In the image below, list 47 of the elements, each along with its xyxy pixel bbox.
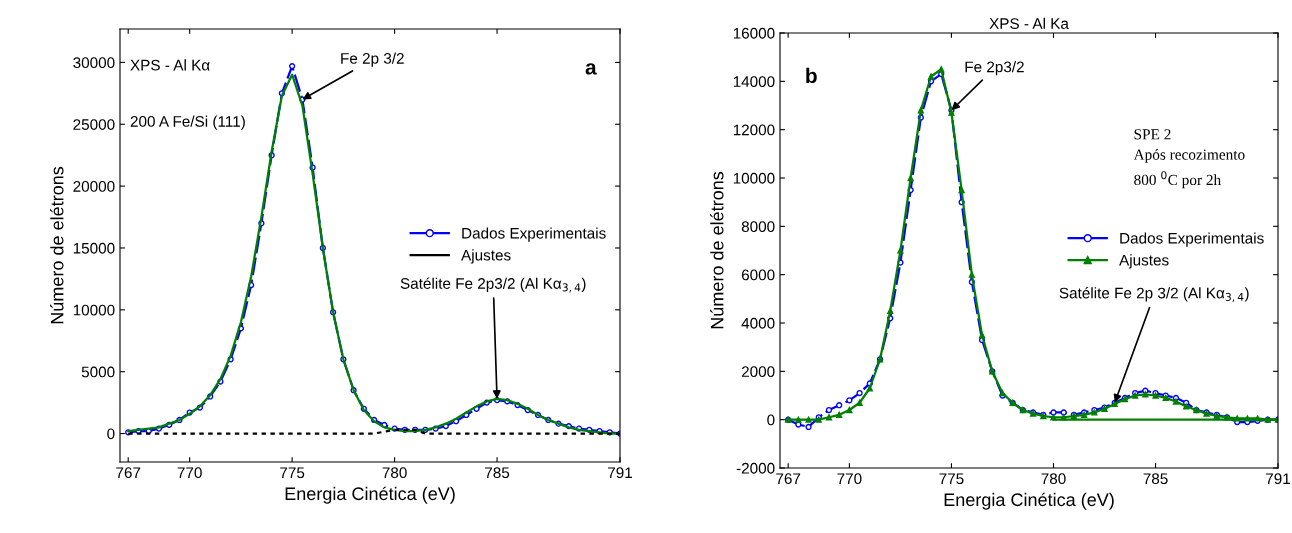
legend-label: Ajustes	[461, 249, 511, 264]
x-tick-label: 791	[1266, 473, 1290, 485]
x-tick-label: 785	[485, 467, 510, 479]
annotation: b	[806, 67, 817, 84]
annotation: Fe 2p3/2	[965, 61, 1024, 76]
y-tick-label: 4000	[741, 317, 775, 329]
x-tick-label: 770	[837, 473, 862, 485]
y-axis-title: Número de elétrons	[50, 166, 64, 324]
x-tick-label: 780	[382, 467, 407, 479]
y-tick-label: 6000	[741, 269, 775, 281]
legend-label: Dados Experimentais	[462, 227, 606, 242]
x-tick-label: 775	[939, 473, 964, 485]
x-tick-label: 791	[608, 467, 632, 479]
annotation: 200 A Fe/Si (111)	[130, 115, 245, 130]
y-tick-label: 0	[107, 428, 115, 440]
annotation: Satélite Fe 2p 3/2 (Al Kα$_{3,4}$)	[1059, 287, 1249, 303]
y-tick-label: 10000	[733, 172, 775, 184]
y-tick-label: 15000	[73, 242, 115, 254]
y-tick-label: 14000	[733, 76, 775, 88]
legend-label: Ajustes	[1119, 254, 1169, 269]
chart-title: XPS - Al Ka	[989, 17, 1069, 29]
x-axis-title: Energia Cinética (eV)	[944, 492, 1114, 510]
y-tick-label: 5000	[81, 366, 115, 378]
y-tick-label: 20000	[73, 180, 115, 192]
y-tick-label: 10000	[73, 304, 115, 316]
y-tick-label: 12000	[733, 124, 775, 136]
annotation: Fe 2p 3/2	[341, 52, 404, 67]
y-tick-label: 2000	[741, 366, 775, 378]
y-tick-label: 30000	[73, 57, 115, 69]
annotation: XPS - Al Kα	[130, 59, 210, 71]
x-tick-label: 767	[776, 473, 801, 485]
legend-label: Dados Experimentais	[1120, 232, 1264, 247]
y-tick-label: -2000	[736, 462, 775, 474]
x-tick-label: 775	[280, 467, 305, 479]
y-tick-label: 8000	[741, 221, 775, 233]
x-tick-label: 785	[1143, 473, 1168, 485]
annotation: SPE 2 Após recozimento 800 $^{0}$C por 2h	[1133, 129, 1245, 189]
x-tick-label: 780	[1041, 473, 1066, 485]
x-axis-title: Energia Cinética (eV)	[285, 486, 455, 504]
y-tick-label: 16000	[733, 27, 775, 39]
y-axis-title: Número de elétrons	[710, 171, 724, 329]
annotation: a	[585, 63, 597, 75]
x-tick-label: 767	[116, 467, 141, 479]
y-tick-label: 0	[767, 414, 775, 426]
annotation: Satélite Fe 2p3/2 (Al Kα$_{3,4}$)	[400, 277, 586, 293]
x-tick-label: 770	[177, 467, 202, 479]
y-tick-label: 25000	[73, 119, 115, 130]
